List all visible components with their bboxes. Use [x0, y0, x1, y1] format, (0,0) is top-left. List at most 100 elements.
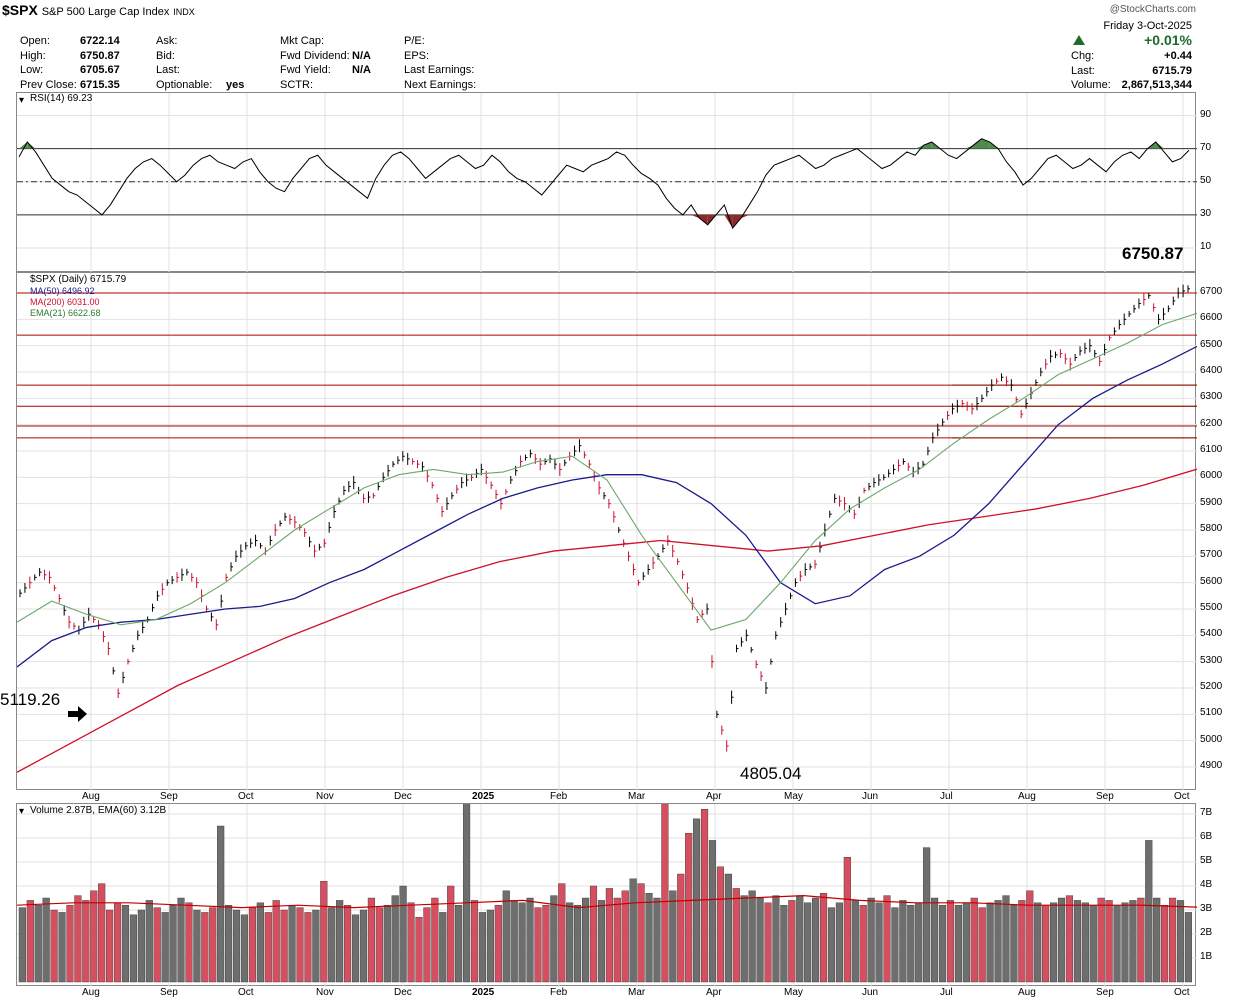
- price-y-tick-5900: 5900: [1200, 496, 1223, 508]
- rsi-svg: [17, 93, 1197, 273]
- volume-bar: [470, 900, 479, 983]
- volume-bar: [550, 895, 558, 983]
- price-y-tick-6000: 6000: [1200, 470, 1223, 482]
- volume-bar: [1121, 902, 1129, 983]
- volume-y-tick-3B: 3B: [1200, 903, 1213, 914]
- volume-bar: [90, 890, 98, 983]
- mid2-fields: Mkt Cap: Fwd Dividend: N/A Fwd Yield: N/A …: [280, 35, 371, 91]
- price-y-tick-5200: 5200: [1200, 681, 1223, 692]
- price-x-tick-Oct: Oct: [1174, 791, 1190, 802]
- volume-bar: [264, 912, 272, 983]
- volume-bar: [193, 909, 201, 983]
- volume-bar: [780, 904, 788, 983]
- price-y-tick-5500: 5500: [1200, 602, 1223, 613]
- volume-bar: [423, 907, 431, 983]
- volume-bar: [296, 907, 304, 983]
- volume-bar: [954, 904, 962, 983]
- optionable-value: yes: [226, 78, 245, 91]
- field-open: Open: 6722.14: [20, 35, 120, 47]
- volume-x-tick-Dec: Dec: [394, 987, 412, 998]
- right-arrow-icon: [68, 706, 88, 727]
- rsi-oversold-fill: [732, 214, 741, 229]
- volume-bar: [153, 907, 161, 983]
- volume-legend: Volume 2.87B, EMA(60) 3.12B: [30, 805, 167, 816]
- volume-bar: [82, 900, 90, 983]
- volume-bar: [34, 904, 42, 983]
- price-x-tick-Jun: Jun: [862, 791, 879, 802]
- volume-bar: [1161, 904, 1169, 983]
- volume-bar: [50, 909, 58, 983]
- price-y-tick-5300: 5300: [1200, 654, 1223, 666]
- price-x-tick-2025: 2025: [472, 791, 495, 802]
- volume-bar: [1034, 902, 1042, 983]
- volume-bar: [669, 890, 677, 983]
- volume-bar: [1042, 904, 1050, 983]
- volume-bar: [724, 873, 732, 983]
- date-label: Friday 3-Oct-2025: [1103, 20, 1192, 32]
- volume-bar: [74, 895, 82, 983]
- volume-bar: [439, 912, 447, 983]
- volume-y-tick-7B: 7B: [1200, 807, 1213, 818]
- price-y-tick-5000: 5000: [1200, 733, 1223, 745]
- volume-bar: [248, 907, 256, 983]
- ema21-line: [17, 312, 1197, 631]
- volume-bar: [994, 900, 1002, 983]
- volume-bar: [597, 900, 605, 983]
- volume-bar: [542, 904, 550, 983]
- volume-x-tick-Aug: Aug: [1018, 987, 1036, 998]
- price-x-tick-May: May: [784, 791, 803, 802]
- volume-bar: [359, 909, 368, 983]
- volume-bar: [716, 866, 724, 983]
- rsi-panel: [16, 92, 1197, 273]
- volume-bar: [240, 914, 249, 983]
- volume-bar: [209, 907, 217, 983]
- volume-bar: [677, 873, 685, 983]
- volume-bar: [1105, 900, 1113, 983]
- volume-bar: [843, 857, 851, 983]
- rsi-y-tick-10: 10: [1200, 241, 1212, 252]
- price-y-tick-5100: 5100: [1200, 707, 1223, 719]
- volume-bar: [383, 904, 391, 983]
- volume-bar: [907, 904, 915, 983]
- volume-bar: [375, 907, 383, 983]
- volume-x-tick-Jul: Jul: [940, 987, 953, 998]
- volume-bar: [1145, 840, 1153, 983]
- volume-bar: [899, 900, 907, 983]
- field-prev-close: Prev Close: 6715.35: [20, 78, 120, 91]
- price-y-tick-6600: 6600: [1200, 312, 1223, 324]
- rsi-overbought-fill: [19, 142, 28, 149]
- price-legend-ma200: MA(200) 6031.00: [30, 297, 100, 307]
- price-legend-ema21: EMA(21) 6622.68: [30, 308, 101, 318]
- annotation-aug-low: 5119.26: [0, 690, 61, 709]
- volume-bar: [851, 900, 859, 983]
- volume-bar: [558, 883, 566, 983]
- volume-bar: [177, 897, 185, 983]
- volume-x-tick-May: May: [784, 987, 803, 998]
- mid-fields: Ask: Bid: Last: Optionable: yes: [156, 35, 245, 91]
- volume-x-tick-Jun: Jun: [862, 987, 879, 998]
- volume-bar: [304, 912, 312, 983]
- volume-bar: [145, 900, 153, 983]
- right-fields: P/E: EPS: Last Earnings: Next Earnings:: [404, 35, 477, 91]
- volume-bar: [312, 909, 320, 983]
- volume-bar: [875, 902, 883, 983]
- price-x-tick-Apr: Apr: [706, 791, 722, 802]
- volume-y-tick-4B: 4B: [1200, 879, 1213, 890]
- volume-bar: [494, 904, 502, 983]
- rsi-oversold-fill: [724, 214, 733, 229]
- volume-bar: [351, 914, 360, 983]
- volume-x-tick-Nov: Nov: [316, 987, 334, 998]
- volume-y-tick-2B: 2B: [1200, 927, 1213, 938]
- price-legend-ma50: MA(50) 6496.92: [30, 286, 95, 296]
- volume-bar: [26, 900, 34, 983]
- rsi-legend-icon: ▾: [19, 95, 25, 106]
- up-triangle-icon: [1073, 35, 1085, 45]
- volume-bar: [518, 902, 526, 983]
- rsi-y-tick-30: 30: [1200, 207, 1212, 219]
- volume-bar: [18, 907, 26, 983]
- volume-bar: [391, 895, 399, 983]
- volume-bar: [613, 897, 621, 983]
- price-x-tick-Sep: Sep: [1096, 791, 1114, 802]
- volume-bar: [161, 912, 169, 983]
- rsi-y-tick-90: 90: [1200, 108, 1212, 120]
